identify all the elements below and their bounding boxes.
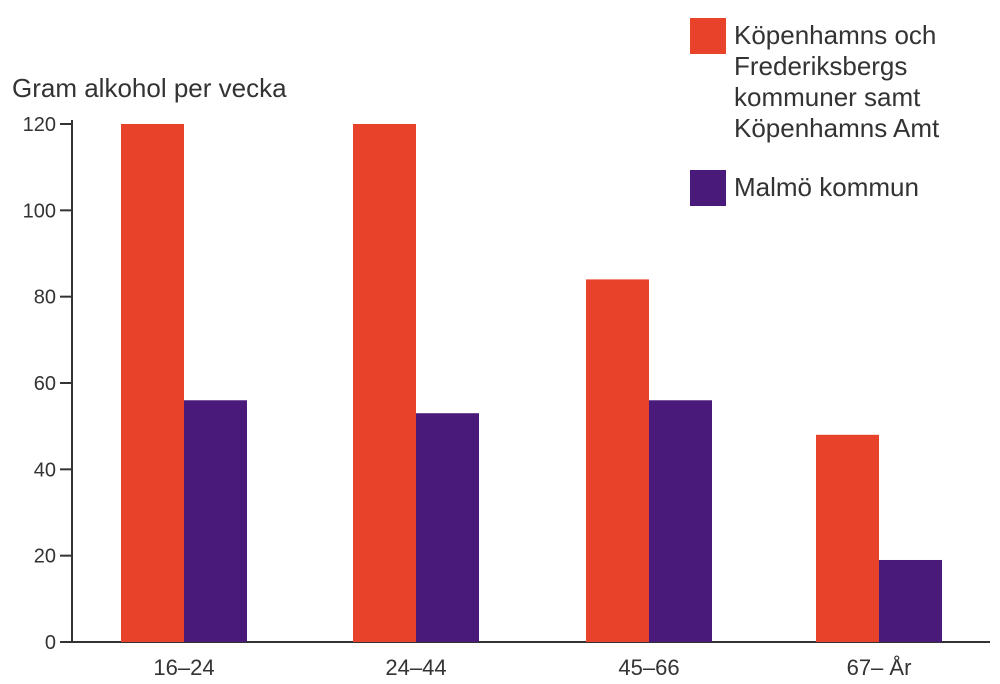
x-tick-labels: 16–24 24–44 45–66 67– År <box>153 655 911 680</box>
legend-swatch-kopenhamn <box>690 18 726 54</box>
legend-label-malmo: Malmö kommun <box>734 172 919 202</box>
bars <box>121 124 942 642</box>
bar-malmo-3 <box>879 559 942 642</box>
bar-kopenhamn-3 <box>816 434 879 642</box>
bar-kopenhamn-1 <box>353 124 416 642</box>
bar-kopenhamn-2 <box>586 279 649 642</box>
legend-label-kopenhamn: Köpenhamns och <box>734 20 936 50</box>
legend-label-kopenhamn: Köpenhamns Amt <box>734 113 940 143</box>
y-tick-label: 60 <box>34 373 56 395</box>
y-tick-label: 120 <box>23 114 56 136</box>
legend-label-kopenhamn: Frederiksbergs <box>734 51 907 81</box>
bar-kopenhamn-0 <box>121 124 184 642</box>
bar-malmo-0 <box>184 400 247 642</box>
x-tick-label: 24–44 <box>385 655 446 680</box>
x-tick-label: 45–66 <box>618 655 679 680</box>
y-tick-label: 80 <box>34 287 56 309</box>
bar-malmo-2 <box>649 400 712 642</box>
legend-swatch-malmo <box>690 170 726 206</box>
legend-label-kopenhamn: kommuner samt <box>734 82 921 112</box>
bar-malmo-1 <box>416 413 479 642</box>
y-tick-label: 0 <box>45 632 56 654</box>
y-tick-label: 20 <box>34 546 56 568</box>
x-tick-label: 16–24 <box>153 655 214 680</box>
y-axis-label: Gram alkohol per vecka <box>12 73 287 103</box>
y-tick-label: 40 <box>34 459 56 481</box>
y-tick-label: 100 <box>23 200 56 222</box>
x-tick-label: 67– År <box>847 655 912 680</box>
